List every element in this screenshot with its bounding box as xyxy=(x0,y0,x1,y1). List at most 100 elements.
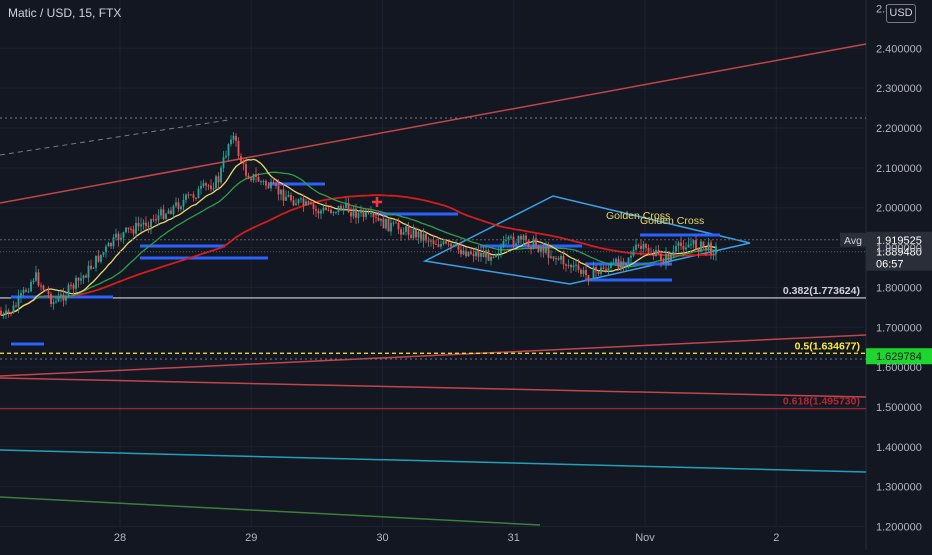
x-tick-label: 30 xyxy=(376,532,388,544)
candle-body xyxy=(617,258,620,270)
candle-body xyxy=(377,217,380,221)
candle-body xyxy=(500,246,502,253)
candle-body xyxy=(197,188,200,199)
candle-body xyxy=(670,253,672,261)
candle-body xyxy=(507,236,510,240)
candle-body xyxy=(225,155,227,158)
candle-body xyxy=(207,185,210,187)
candle-body xyxy=(520,236,522,240)
candle-body xyxy=(585,270,587,276)
candle-body xyxy=(557,258,560,260)
candle-body xyxy=(67,284,70,296)
candle-body xyxy=(167,210,170,214)
candle-body xyxy=(227,144,230,156)
candle-body xyxy=(182,200,185,207)
candle-body xyxy=(222,157,225,168)
candle-body xyxy=(247,175,250,179)
candle-body xyxy=(502,240,505,247)
candle-body xyxy=(242,161,245,164)
candle-body xyxy=(15,305,17,307)
candle-body xyxy=(477,251,480,257)
candle-body xyxy=(420,231,422,241)
candle-body xyxy=(307,201,310,204)
candle-body xyxy=(295,203,297,206)
candle-body xyxy=(320,210,322,214)
candle-body xyxy=(305,201,307,206)
candle-body xyxy=(460,249,462,255)
candle-body xyxy=(522,235,525,240)
candle-body xyxy=(0,310,2,316)
candle-body xyxy=(545,246,547,253)
candle-body xyxy=(70,284,72,286)
candle-body xyxy=(392,222,395,224)
candle-body xyxy=(427,240,430,242)
candle-body xyxy=(570,264,572,268)
candle-body xyxy=(632,249,635,256)
candle-body xyxy=(625,262,627,266)
candle-body xyxy=(322,207,325,211)
candle-body xyxy=(337,205,340,212)
candle-body xyxy=(55,301,57,303)
candle-body xyxy=(310,203,312,205)
candle-body xyxy=(255,174,257,177)
candle-body xyxy=(340,205,342,211)
bar-countdown: 06:57 xyxy=(876,259,904,271)
candle-body xyxy=(685,247,687,250)
candles-layer xyxy=(0,131,717,319)
candle-body xyxy=(505,239,507,241)
candle-body xyxy=(512,236,515,245)
candle-body xyxy=(187,194,190,196)
candle-body xyxy=(175,202,177,206)
candle-body xyxy=(465,250,467,257)
candle-body xyxy=(555,258,557,260)
drawings-layer: 0.382(1.773624) 0.5(1.634677) 0.618(1.4957… xyxy=(0,43,867,526)
candle-body xyxy=(85,275,87,278)
candle-body xyxy=(627,257,630,263)
fib-level-label: 0.618(1.495730) xyxy=(783,396,860,408)
level-price-value: 1.629784 xyxy=(876,351,922,363)
candle-body xyxy=(375,216,377,218)
candle-body xyxy=(480,252,482,257)
candle-body xyxy=(252,174,255,181)
candle-body xyxy=(142,222,145,225)
candle-body xyxy=(667,253,670,261)
candle-body xyxy=(537,246,540,252)
candle-body xyxy=(572,265,575,268)
candle-body xyxy=(250,178,252,181)
y-tick-label: 2.100000 xyxy=(876,163,922,175)
candle-body xyxy=(492,256,495,258)
y-tick-label: 2.400000 xyxy=(876,43,922,55)
y-tick-label: 2.200000 xyxy=(876,123,922,135)
candle-body xyxy=(150,219,152,228)
candle-body xyxy=(277,185,280,195)
candle-body xyxy=(25,289,27,292)
golden-cross-label: Golden Cross xyxy=(606,210,670,222)
y-tick-label: 1.500000 xyxy=(876,402,922,414)
candle-body xyxy=(365,212,367,218)
ma-green-line xyxy=(0,171,717,316)
teal-trend-line xyxy=(0,449,867,473)
ma-red-line xyxy=(0,194,717,317)
candle-body xyxy=(367,212,370,214)
candle-body xyxy=(257,176,260,182)
candle-body xyxy=(342,207,345,211)
candle-body xyxy=(470,251,472,254)
candle-body xyxy=(592,266,595,280)
candle-body xyxy=(120,237,122,240)
currency-button[interactable]: USD xyxy=(886,4,916,23)
candle-body xyxy=(362,210,365,218)
candle-body xyxy=(455,244,457,246)
candle-body xyxy=(707,242,710,250)
candle-body xyxy=(82,275,85,279)
candle-body xyxy=(387,218,390,232)
candle-body xyxy=(485,250,487,258)
candle-body xyxy=(467,251,470,257)
candle-body xyxy=(285,196,287,201)
candle-body xyxy=(475,251,477,257)
candle-body xyxy=(30,281,32,292)
candle-body xyxy=(22,289,25,294)
candle-body xyxy=(275,183,277,186)
